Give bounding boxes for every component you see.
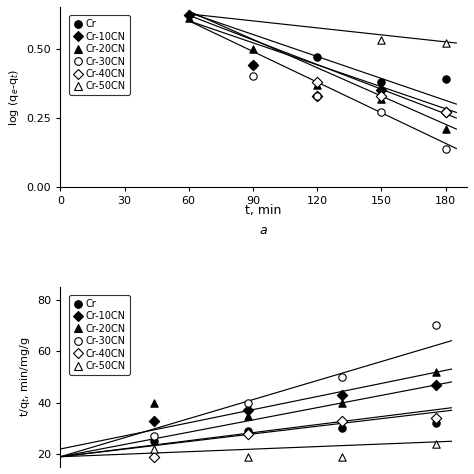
- Point: [249, 73, 257, 80]
- Point: [338, 373, 346, 381]
- Point: [338, 391, 346, 399]
- Point: [313, 53, 321, 61]
- Text: a: a: [260, 224, 267, 237]
- Point: [338, 417, 346, 424]
- Point: [150, 438, 158, 445]
- Point: [150, 399, 158, 406]
- Point: [338, 399, 346, 406]
- Point: [432, 368, 439, 375]
- Point: [249, 62, 257, 69]
- Text: t, min: t, min: [246, 204, 282, 218]
- Point: [378, 78, 385, 86]
- Point: [244, 453, 252, 461]
- Point: [442, 39, 449, 47]
- Point: [432, 414, 439, 422]
- Point: [442, 145, 449, 152]
- Point: [338, 453, 346, 461]
- Point: [313, 92, 321, 100]
- Point: [442, 109, 449, 116]
- Point: [442, 125, 449, 133]
- Point: [185, 14, 192, 22]
- Point: [244, 399, 252, 406]
- Point: [442, 109, 449, 116]
- Point: [150, 445, 158, 453]
- Point: [313, 81, 321, 89]
- Point: [150, 432, 158, 440]
- Point: [150, 417, 158, 424]
- Point: [378, 109, 385, 116]
- Point: [313, 92, 321, 100]
- Point: [244, 427, 252, 435]
- Point: [185, 11, 192, 19]
- Point: [432, 440, 439, 447]
- Point: [378, 95, 385, 102]
- Point: [378, 86, 385, 94]
- Y-axis label: t/q$_t$, min/mg/g: t/q$_t$, min/mg/g: [18, 337, 32, 417]
- Point: [249, 45, 257, 52]
- Point: [432, 321, 439, 329]
- Point: [432, 381, 439, 388]
- Point: [442, 75, 449, 83]
- Y-axis label: log (q$_e$-q$_t$): log (q$_e$-q$_t$): [7, 69, 21, 126]
- Legend: Cr, Cr-10CN, Cr-20CN, Cr-30CN, Cr-40CN, Cr-50CN: Cr, Cr-10CN, Cr-20CN, Cr-30CN, Cr-40CN, …: [69, 16, 130, 95]
- Point: [338, 425, 346, 432]
- Legend: Cr, Cr-10CN, Cr-20CN, Cr-30CN, Cr-40CN, Cr-50CN: Cr, Cr-10CN, Cr-20CN, Cr-30CN, Cr-40CN, …: [69, 295, 130, 375]
- Point: [150, 453, 158, 461]
- Point: [249, 62, 257, 69]
- Point: [378, 92, 385, 100]
- Point: [432, 419, 439, 427]
- Point: [244, 407, 252, 414]
- Point: [378, 36, 385, 44]
- Point: [244, 430, 252, 438]
- Point: [244, 412, 252, 419]
- Point: [313, 78, 321, 86]
